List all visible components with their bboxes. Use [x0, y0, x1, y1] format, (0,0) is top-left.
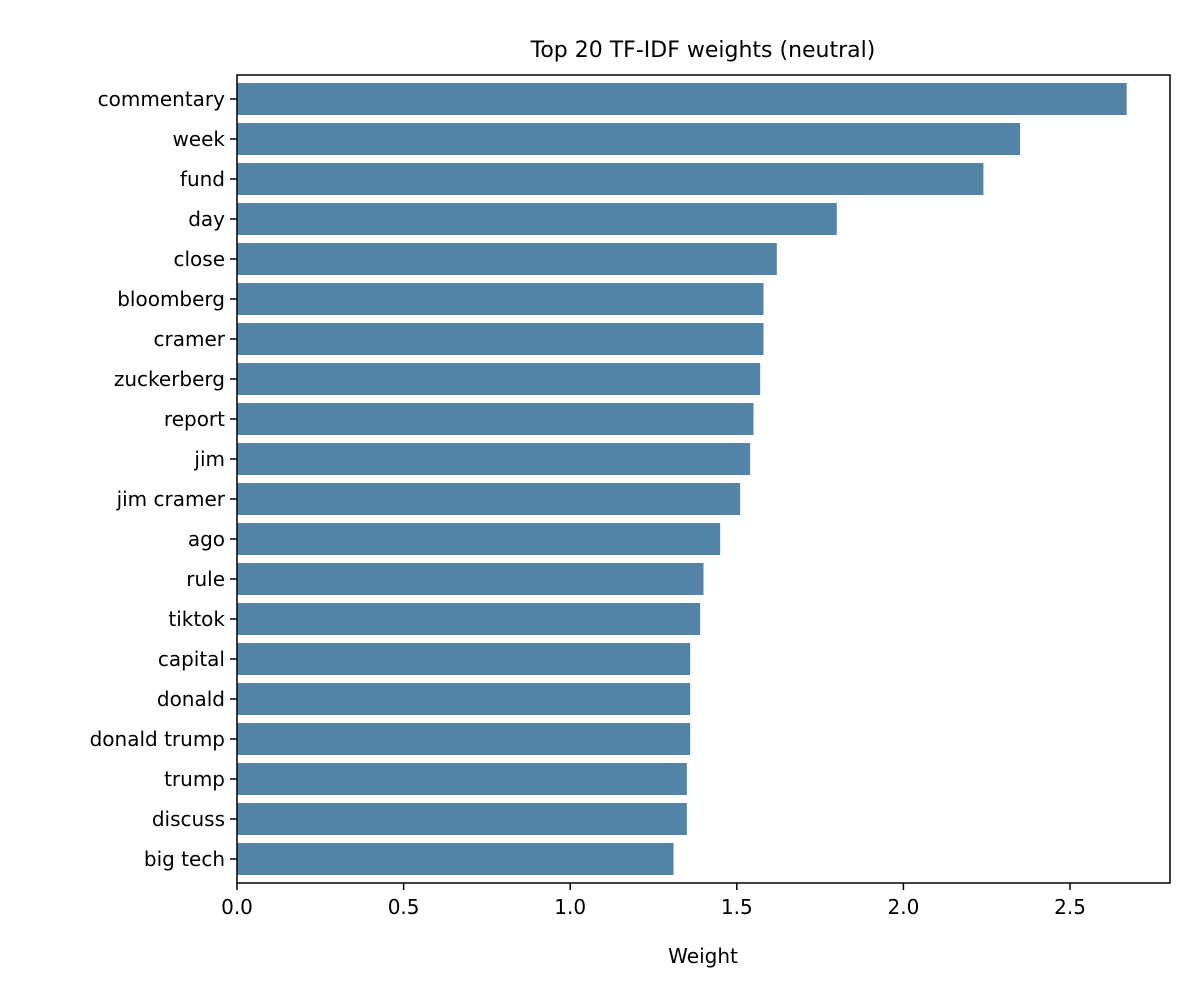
y-tick-label: jim cramer: [116, 487, 226, 511]
x-tick-label: 0.5: [388, 895, 420, 919]
y-tick-label: ago: [188, 527, 225, 551]
x-tick-label: 1.0: [554, 895, 586, 919]
x-tick-label: 2.5: [1054, 895, 1086, 919]
bar: [237, 523, 721, 555]
y-tick-label: donald trump: [90, 727, 225, 751]
bar: [237, 803, 687, 835]
x-axis-label: Weight: [668, 944, 738, 968]
y-tick-label: jim: [193, 447, 225, 471]
y-tick-label: capital: [158, 647, 225, 671]
bar: [237, 83, 1127, 115]
bar: [237, 403, 754, 435]
x-tick-label: 2.0: [888, 895, 920, 919]
bar: [237, 563, 704, 595]
y-tick-label: day: [188, 207, 225, 231]
bar: [237, 123, 1021, 155]
y-tick-label: cramer: [154, 327, 226, 351]
y-tick-label: donald: [157, 687, 225, 711]
bar: [237, 283, 764, 315]
bar: [237, 723, 691, 755]
bar: [237, 643, 691, 675]
x-tick-label: 1.5: [721, 895, 753, 919]
x-axis-ticks: 0.0 0.5 1.0 1.5 2.0 2.5: [221, 883, 1086, 919]
bar: [237, 603, 701, 635]
plot-frame: [236, 74, 1171, 884]
bars-layer: [237, 83, 1127, 875]
bar: [237, 163, 984, 195]
bar: [237, 683, 691, 715]
bar: [237, 443, 751, 475]
bar: [237, 843, 674, 875]
bar: [237, 323, 764, 355]
bar: [237, 203, 837, 235]
y-tick-label: discuss: [152, 807, 225, 831]
y-tick-label: tiktok: [168, 607, 225, 631]
x-tick-label: 0.0: [221, 895, 253, 919]
y-tick-label: fund: [180, 167, 225, 191]
y-tick-label: rule: [186, 567, 225, 591]
y-tick-label: zuckerberg: [114, 367, 225, 391]
y-axis-ticks: commentary week fund day close bloomberg crame…: [90, 87, 237, 871]
y-tick-label: bloomberg: [117, 287, 225, 311]
y-tick-label: trump: [164, 767, 225, 791]
y-tick-label: close: [173, 247, 225, 271]
bar: [237, 483, 741, 515]
y-tick-label: report: [164, 407, 225, 431]
bar: [237, 363, 761, 395]
bar: [237, 763, 687, 795]
y-tick-label: commentary: [98, 87, 225, 111]
y-tick-label: big tech: [144, 847, 225, 871]
chart-title: Top 20 TF-IDF weights (neutral): [530, 38, 876, 63]
bar: [237, 243, 777, 275]
y-tick-label: week: [172, 127, 225, 151]
